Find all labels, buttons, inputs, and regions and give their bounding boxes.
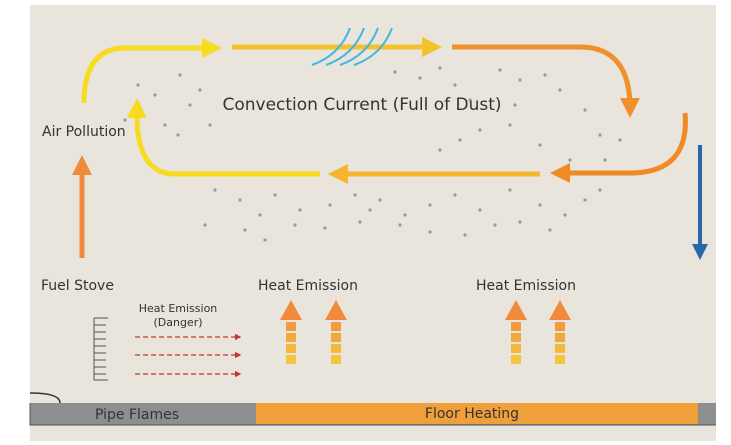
label: Convection Current (Full of Dust) [222, 95, 501, 115]
dust-dot [583, 198, 586, 201]
dust-dot [153, 93, 156, 96]
dust-dot [163, 123, 166, 126]
dust-dot [498, 68, 501, 71]
diagram: Air Pollution Convection Current (Full o… [0, 0, 731, 441]
dust-dot [243, 228, 246, 231]
dust-dot [513, 103, 516, 106]
heat-block [331, 322, 341, 331]
label: Heat Emission [476, 278, 576, 294]
heat-block [555, 344, 565, 353]
dust-dot [618, 138, 621, 141]
dust-dot [518, 78, 521, 81]
dust-dot [238, 198, 241, 201]
dust-dot [393, 70, 396, 73]
heat-block [511, 344, 521, 353]
heat-block [555, 355, 565, 364]
dust-dot [378, 198, 381, 201]
label: Heat Emission [258, 278, 358, 294]
dust-dot [136, 83, 139, 86]
dust-dot [438, 148, 441, 151]
dust-dot [178, 73, 181, 76]
dust-dot [428, 203, 431, 206]
dust-dot [508, 188, 511, 191]
dust-dot [563, 213, 566, 216]
dust-dot [453, 83, 456, 86]
heat-block [511, 355, 521, 364]
dust-dot [508, 123, 511, 126]
dust-dot [176, 133, 179, 136]
heat-block [286, 355, 296, 364]
heat-block [511, 333, 521, 342]
dust-dot [418, 76, 421, 79]
dust-dot [353, 193, 356, 196]
heat-block [286, 344, 296, 353]
label: Fuel Stove [41, 278, 114, 294]
dust-dot [548, 228, 551, 231]
dust-dot [478, 128, 481, 131]
dust-dot [213, 188, 216, 191]
dust-dot [538, 203, 541, 206]
dust-dot [203, 223, 206, 226]
dust-dot [293, 223, 296, 226]
heat-block [331, 333, 341, 342]
dust-dot [558, 88, 561, 91]
heat-block [511, 322, 521, 331]
dust-dot [518, 220, 521, 223]
heat-block [331, 355, 341, 364]
dust-dot [438, 66, 441, 69]
dust-dot [568, 158, 571, 161]
dust-dot [493, 223, 496, 226]
dust-dot [358, 220, 361, 223]
dust-dot [598, 188, 601, 191]
dust-dot [543, 73, 546, 76]
heat-block [286, 333, 296, 342]
dust-dot [538, 143, 541, 146]
dust-dot [453, 193, 456, 196]
heat-block [331, 344, 341, 353]
label: Heat Emission [139, 302, 218, 315]
dust-dot [368, 208, 371, 211]
label: Pipe Flames [95, 407, 179, 423]
dust-dot [198, 88, 201, 91]
dust-dot [188, 103, 191, 106]
heat-block [555, 333, 565, 342]
heat-block [286, 322, 296, 331]
dust-dot [583, 108, 586, 111]
label: Air Pollution [42, 124, 126, 140]
dust-dot [263, 238, 266, 241]
dust-dot [603, 158, 606, 161]
dust-dot [208, 123, 211, 126]
dust-dot [403, 213, 406, 216]
dust-dot [273, 193, 276, 196]
dust-dot [323, 226, 326, 229]
dust-dot [428, 230, 431, 233]
dust-dot [598, 133, 601, 136]
page: Air Pollution Convection Current (Full o… [0, 0, 731, 441]
dust-dot [298, 208, 301, 211]
dust-dot [398, 223, 401, 226]
dust-dot [478, 208, 481, 211]
dust-dot [463, 233, 466, 236]
label: Floor Heating [425, 406, 519, 422]
dust-dot [458, 138, 461, 141]
dust-dot [328, 203, 331, 206]
dust-dot [123, 118, 126, 121]
heat-block [555, 322, 565, 331]
panel [30, 5, 716, 441]
dust-dot [258, 213, 261, 216]
label: (Danger) [153, 316, 202, 329]
